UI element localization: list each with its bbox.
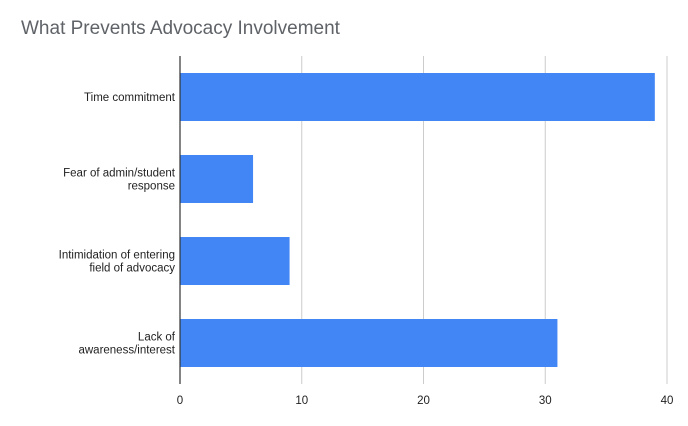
x-tick-label-40: 40 xyxy=(661,395,674,407)
bar-2 xyxy=(180,237,290,285)
x-tick-label-0: 0 xyxy=(177,395,183,407)
category-label-0: Time commitment xyxy=(84,92,176,104)
bar-1 xyxy=(180,155,254,203)
bar-0 xyxy=(180,73,655,121)
category-label-2: Intimidation of entering field of advocac… xyxy=(59,250,176,275)
chart-title: What Prevents Advocacy Involvement xyxy=(21,18,340,39)
category-label-1: Fear of admin/student response xyxy=(63,168,176,193)
x-tick-label-20: 20 xyxy=(417,395,430,407)
x-tick-label-30: 30 xyxy=(539,395,552,407)
x-tick-label-10: 10 xyxy=(295,395,308,407)
category-label-3: Lack of awareness/interest xyxy=(78,332,175,357)
bar-3 xyxy=(180,319,558,367)
